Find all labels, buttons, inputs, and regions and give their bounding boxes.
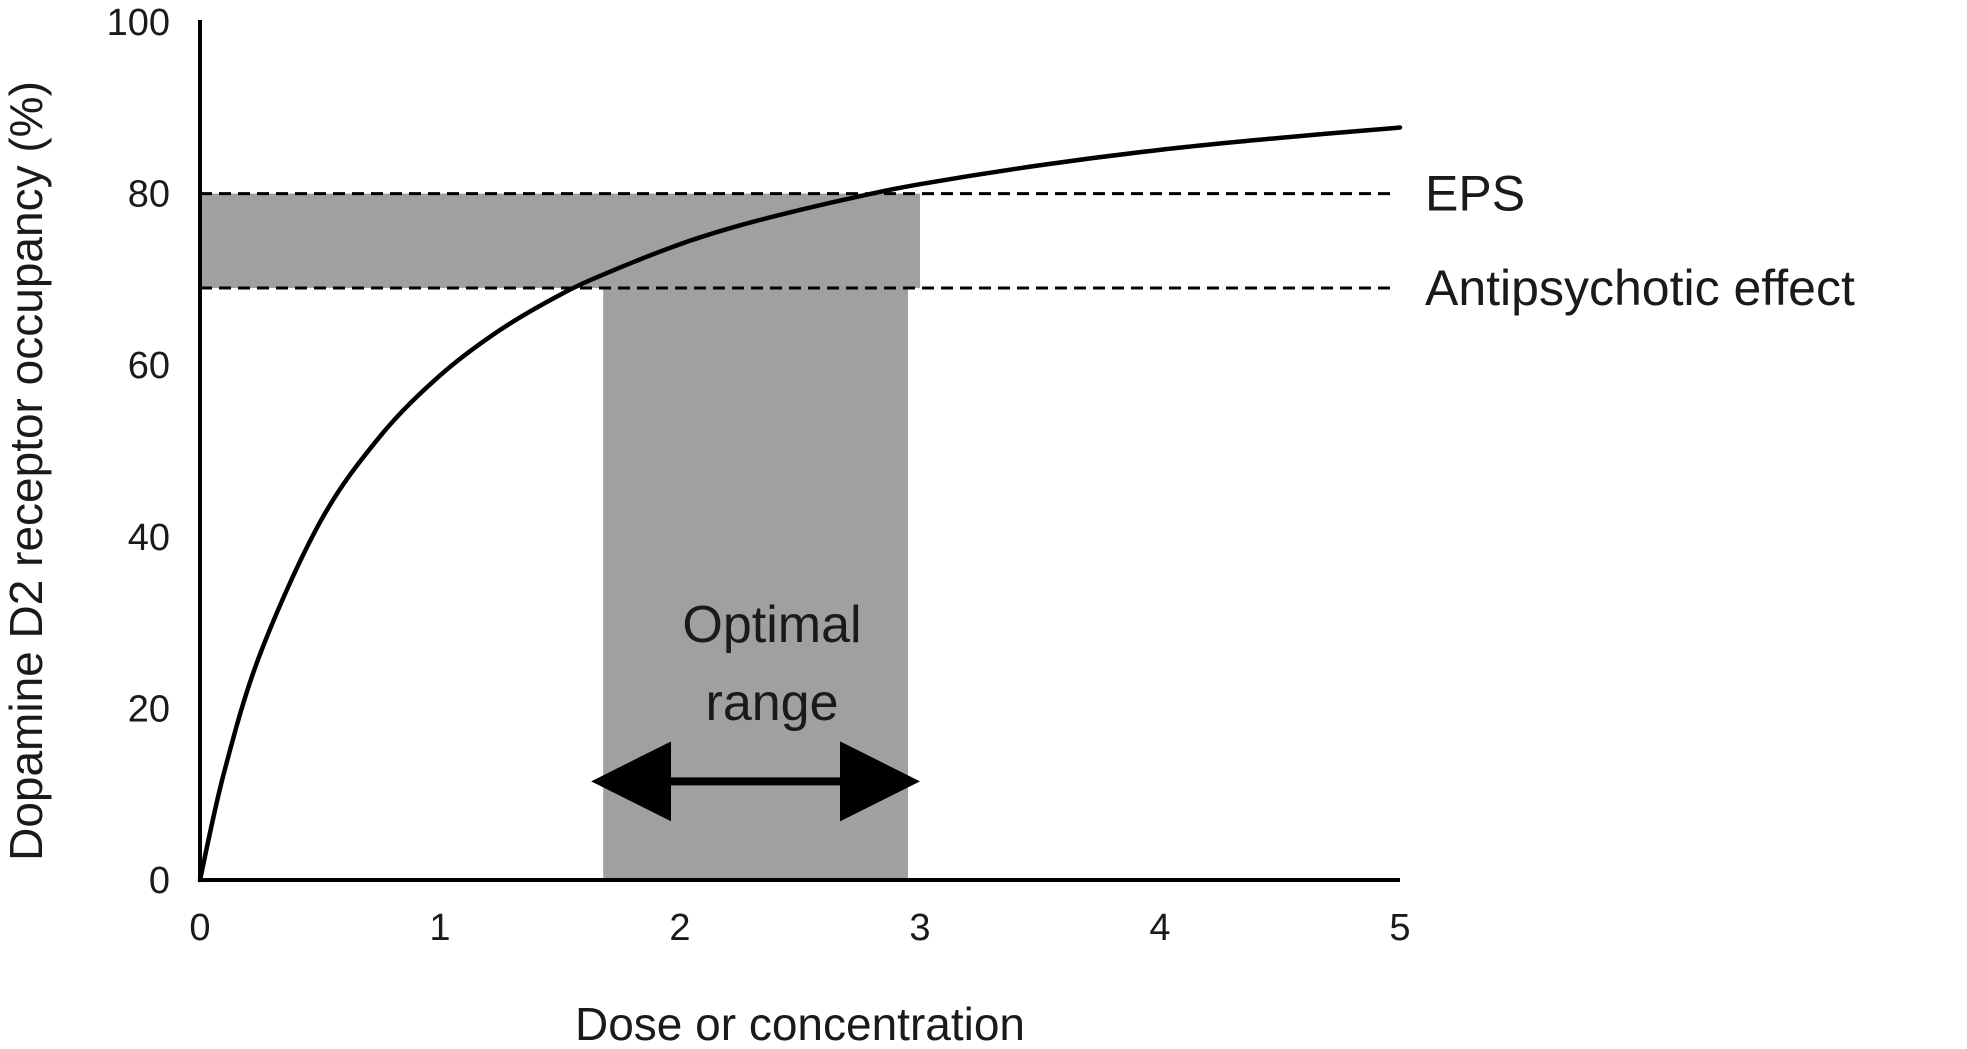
x-tick-label: 1 [429,907,450,949]
y-axis-title: Dopamine D2 receptor occupancy (%) [0,81,52,861]
reference-label-eps: EPS [1425,166,1525,222]
optimal-range-label-line-1: Optimal [682,596,861,654]
reference-lines: EPS Antipsychotic effect [200,166,1855,316]
y-tick-label: 40 [128,517,170,559]
y-tick-label: 100 [107,2,170,44]
y-tick-label: 80 [128,174,170,216]
y-tick-label: 20 [128,688,170,730]
x-tick-label: 0 [189,907,210,949]
occupancy-curve [197,125,1403,883]
occupancy-curve-group [197,125,1403,883]
x-tick-label: 3 [909,907,930,949]
shaded-band-vertical [603,287,908,881]
axes [198,20,1400,882]
tick-labels: 0 1 2 3 4 5 0 20 40 60 80 100 [107,2,1411,949]
y-tick-label: 60 [128,345,170,387]
optimal-range-label-line-2: range [706,674,839,732]
annotations: Optimal range [591,596,920,822]
x-tick-label: 2 [669,907,690,949]
x-tick-label: 5 [1389,907,1410,949]
reference-label-antipsychotic-effect: Antipsychotic effect [1425,260,1855,316]
y-tick-label: 0 [149,860,170,902]
x-tick-label: 4 [1149,907,1170,949]
x-axis-title: Dose or concentration [575,998,1025,1049]
